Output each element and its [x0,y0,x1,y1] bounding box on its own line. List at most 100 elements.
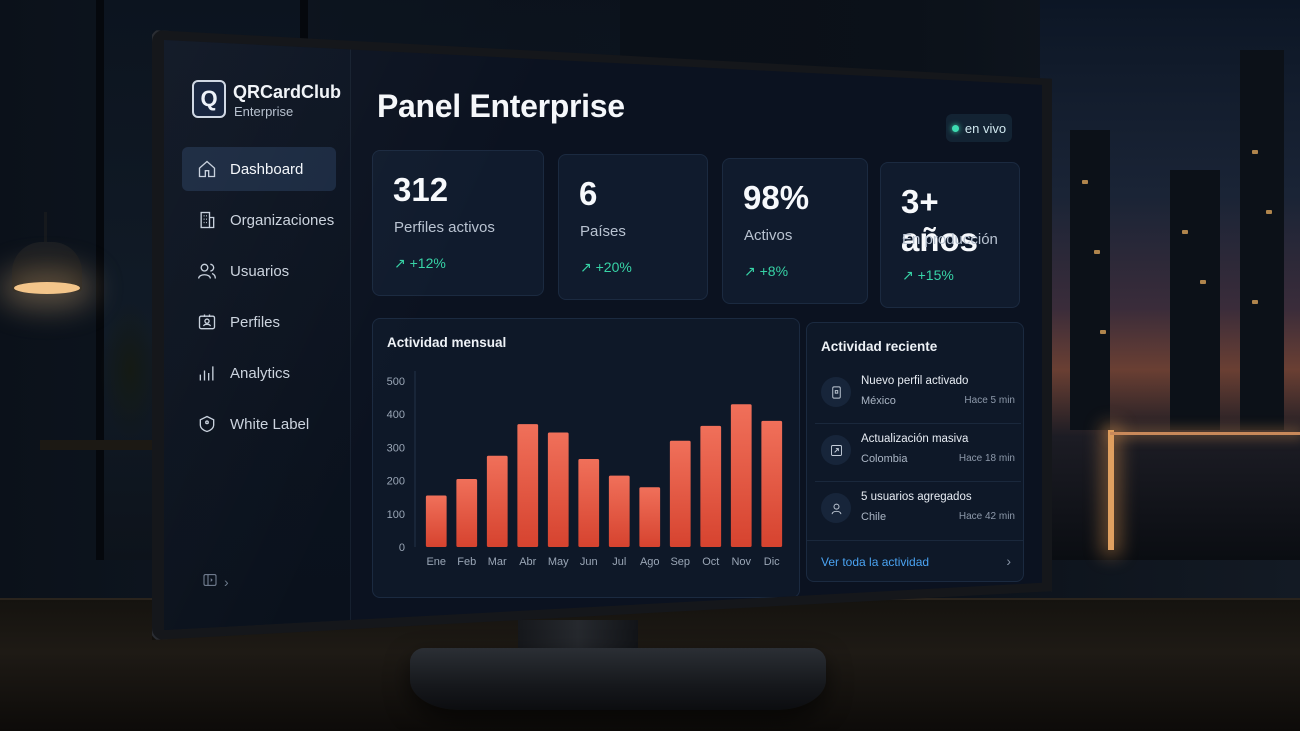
divider [807,540,1023,541]
recent-activity-title: Actividad reciente [821,339,938,354]
user-icon [821,493,851,523]
activity-location: México [861,395,896,407]
plant [100,300,160,440]
id-card-icon [196,311,218,333]
dashboard-screen: Q QRCardClub Enterprise Dashboard Organi… [164,40,1042,630]
sidebar-item-label: Analytics [230,364,291,382]
stat-change: ↗ +20% [580,259,632,275]
sidebar-item-white-label[interactable]: White Label [182,402,336,446]
sidebar-item-label: Organizaciones [230,211,335,229]
logo-icon[interactable]: Q [192,80,226,118]
brand-name: QRCardClub [233,82,341,102]
stat-change: ↗ +12% [394,255,446,271]
stat-change: ↗ +8% [744,263,789,279]
bar-oct[interactable] [700,425,722,547]
y-tick-label: 400 [387,409,405,421]
y-tick-label: 0 [399,542,405,554]
bar-feb[interactable] [456,478,478,547]
home-icon [196,158,218,180]
stat-label: Países [580,223,626,240]
stat-label: En producción [902,231,998,248]
collapse-sidebar-button[interactable]: › [202,572,229,591]
chevron-right-icon[interactable]: › [1006,553,1011,569]
stat-label: Activos [744,227,793,244]
live-status-badge: en vivo [946,114,1012,142]
x-tick-label: Dic [764,556,780,568]
sidebar-item-label: Dashboard [230,160,304,178]
x-tick-label: Ene [426,556,446,568]
y-tick-label: 300 [387,442,405,454]
window-frame [96,0,104,560]
bar-abr[interactable] [517,424,539,547]
refresh-icon [821,435,851,465]
stat-value: 98% [743,179,810,216]
sidebar-item-label: Perfiles [230,313,281,331]
stat-card-produccion[interactable]: 3+ años En producción ↗ +15% [880,162,1020,308]
side-table [40,440,160,450]
activity-location: Colombia [861,453,908,465]
stat-card-perfiles[interactable]: 312 Perfiles activos ↗ +12% [372,150,544,296]
bar-jun[interactable] [578,459,600,547]
bar-jul[interactable] [608,475,630,547]
activity-location: Chile [861,511,887,523]
stat-card-activos[interactable]: 98% Activos ↗ +8% [722,158,868,304]
bar-ene[interactable] [425,495,447,547]
stat-card-paises[interactable]: 6 Países ↗ +20% [558,154,708,300]
sidebar-item-perfiles[interactable]: Perfiles [182,300,336,344]
activity-time: Hace 18 min [958,453,1015,464]
sidebar-item-usuarios[interactable]: Usuarios [182,249,336,293]
bar-dic[interactable] [761,420,783,547]
x-tick-label: Ago [640,556,660,568]
recent-activity-panel: Actividad reciente Nuevo perfil activado… [806,322,1024,582]
city-skyline [1040,0,1300,560]
x-tick-label: Oct [702,556,719,568]
sidebar: Q QRCardClub Enterprise Dashboard Organi… [164,40,351,630]
building-icon [196,209,218,231]
x-tick-label: Jul [612,556,626,568]
building [1070,130,1110,430]
collapse-icon [202,572,218,591]
bar-chart-icon [196,362,218,384]
see-all-activity-link[interactable]: Ver toda la actividad [821,555,930,569]
profile-card-icon [821,377,851,407]
stat-value: 312 [393,171,449,208]
activity-title: Actualización masiva [861,433,969,445]
monitor-stand-base [410,648,826,710]
page-title: Panel Enterprise [377,88,625,124]
activity-time: Hace 5 min [964,395,1015,406]
sidebar-item-dashboard[interactable]: Dashboard [182,147,336,191]
bar-chart: 0 100 200 300 400 500 Ene Feb Mar Abr May Jun Jul Ago… [387,371,783,568]
activity-title: 5 usuarios agregados [861,491,972,503]
bar-sep[interactable] [669,440,691,547]
x-tick-label: Abr [519,556,536,568]
bar-may[interactable] [547,432,569,547]
x-tick-label: Feb [457,556,476,568]
y-tick-label: 100 [387,509,405,521]
chart-title: Actividad mensual [387,335,507,350]
sidebar-item-organizaciones[interactable]: Organizaciones [182,198,336,242]
activity-item[interactable]: Nuevo perfil activado México Hace 5 min [815,367,1021,424]
lamp [44,212,47,246]
tag-icon [196,413,218,435]
shelf-light [1108,430,1114,550]
bar-mar[interactable] [486,455,508,547]
sidebar-item-analytics[interactable]: Analytics [182,351,336,395]
activity-item[interactable]: Actualización masiva Colombia Hace 18 mi… [815,425,1021,482]
x-tick-label: Jun [580,556,598,568]
y-tick-label: 200 [387,476,405,488]
stat-value: 3+ años [901,183,979,258]
building [1170,170,1220,430]
stat-value: 6 [579,175,598,212]
bar-ago[interactable] [639,487,661,547]
activity-item[interactable]: 5 usuarios agregados Chile Hace 42 min [815,483,1021,539]
monthly-activity-panel: Actividad mensual 0 100 200 300 400 500 Ene Feb… [372,318,800,598]
bar-nov[interactable] [730,404,752,547]
shelf-light [1110,432,1300,435]
x-tick-label: Sep [670,556,690,568]
brand-subtitle: Enterprise [234,104,294,119]
chevron-right-icon: › [224,573,229,590]
stat-change: ↗ +15% [902,267,954,283]
sidebar-item-label: Usuarios [230,262,290,280]
activity-title: Nuevo perfil activado [861,375,969,387]
building [1240,50,1284,430]
